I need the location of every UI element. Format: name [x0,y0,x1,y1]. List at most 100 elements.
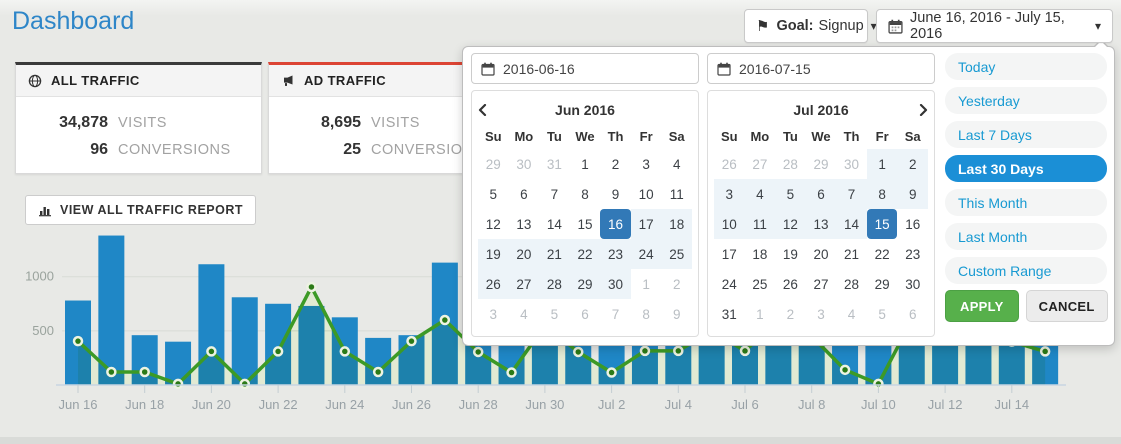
prev-month-icon[interactable] [478,103,504,116]
calendar-day[interactable]: 30 [905,276,921,292]
calendar-day[interactable]: 12 [485,216,501,232]
calendar-day[interactable]: 13 [805,209,837,239]
calendar-day[interactable]: 16 [600,209,631,239]
calendar-day[interactable]: 12 [775,209,806,239]
calendar-day[interactable]: 27 [508,269,540,299]
calendar-day[interactable]: 4 [672,156,681,172]
calendar-day[interactable]: 25 [661,239,692,269]
end-date-field[interactable] [707,53,935,84]
calendar-day[interactable]: 1 [581,156,589,172]
calendar-day[interactable]: 26 [782,276,798,292]
apply-button[interactable]: APPLY [945,290,1019,322]
range-last-month[interactable]: Last Month [945,223,1107,250]
calendar-day[interactable]: 22 [874,246,890,262]
next-month-icon[interactable] [902,103,928,116]
calendar-day[interactable]: 5 [489,186,498,202]
calendar-day[interactable]: 18 [661,209,692,239]
calendar-day[interactable]: 30 [516,156,532,172]
date-range-button[interactable]: June 16, 2016 - July 15, 2016 ▾ [876,9,1113,43]
calendar-day[interactable]: 17 [630,209,662,239]
calendar-day[interactable]: 7 [550,186,559,202]
calendar-day[interactable]: 3 [642,156,650,172]
calendar-day[interactable]: 14 [836,209,867,239]
calendar-day[interactable]: 21 [539,239,570,269]
calendar-day[interactable]: 10 [714,209,745,239]
calendar-day[interactable]: 20 [813,246,829,262]
calendar-day[interactable]: 22 [569,239,601,269]
calendar-day[interactable]: 29 [874,276,890,292]
calendar-day[interactable]: 11 [669,186,684,202]
goal-selector-button[interactable]: ⚑ Goal: Signup ▾ [744,9,877,43]
end-date-input[interactable] [731,59,911,78]
calendar-day[interactable]: 1 [756,306,764,322]
calendar-day[interactable]: 15 [577,216,593,232]
calendar-day[interactable]: 8 [581,186,589,202]
calendar-day[interactable]: 29 [813,156,829,172]
calendar-day[interactable]: 10 [638,186,654,202]
calendar-day[interactable]: 28 [539,269,570,299]
calendar-day[interactable]: 31 [546,156,562,172]
calendar-day[interactable]: 31 [721,306,737,322]
range-last-7-days[interactable]: Last 7 Days [945,121,1107,148]
calendar-day[interactable]: 19 [478,239,509,269]
calendar-day[interactable]: 2 [672,276,681,292]
calendar-day[interactable]: 6 [805,179,837,209]
calendar-day[interactable]: 14 [546,216,562,232]
calendar-day[interactable]: 3 [489,306,498,322]
calendar-day[interactable]: 30 [844,156,860,172]
range-custom-range[interactable]: Custom Range [945,257,1107,284]
calendar-day[interactable]: 6 [908,306,917,322]
calendar-day[interactable]: 29 [569,269,601,299]
calendar-day[interactable]: 27 [752,156,768,172]
range-yesterday[interactable]: Yesterday [945,87,1107,114]
range-this-month[interactable]: This Month [945,189,1107,216]
calendar-day[interactable]: 21 [844,246,860,262]
calendar-day[interactable]: 7 [611,306,620,322]
calendar-day[interactable]: 25 [752,276,768,292]
calendar-day[interactable]: 24 [630,239,662,269]
calendar-day[interactable]: 5 [775,179,806,209]
calendar-day[interactable]: 4 [847,306,856,322]
calendar-day[interactable]: 26 [478,269,509,299]
calendar-day[interactable]: 8 [642,306,650,322]
calendar-day[interactable]: 29 [485,156,501,172]
calendar-day[interactable]: 17 [721,246,737,262]
calendar-day[interactable]: 9 [611,186,620,202]
calendar-day[interactable]: 9 [672,306,681,322]
calendar-day[interactable]: 5 [550,306,559,322]
view-all-traffic-report-button[interactable]: VIEW ALL TRAFFIC REPORT [25,195,257,225]
calendar-day[interactable]: 20 [508,239,540,269]
calendar-day[interactable]: 3 [817,306,825,322]
calendar-day[interactable]: 19 [782,246,798,262]
calendar-day[interactable]: 23 [600,239,631,269]
calendar-day[interactable]: 16 [905,216,921,232]
calendar-day[interactable]: 9 [897,179,928,209]
calendar-day[interactable]: 5 [878,306,886,322]
calendar-day[interactable]: 6 [581,306,589,322]
calendar-day[interactable]: 28 [782,156,798,172]
calendar-day[interactable]: 1 [642,276,650,292]
cancel-button[interactable]: CANCEL [1025,290,1108,322]
calendar-day[interactable]: 2 [611,156,620,172]
start-date-field[interactable] [471,53,699,84]
calendar-day[interactable]: 8 [866,179,898,209]
range-today[interactable]: Today [945,53,1107,80]
calendar-day[interactable]: 6 [520,186,528,202]
calendar-day[interactable]: 26 [721,156,737,172]
calendar-day[interactable]: 3 [714,179,745,209]
calendar-day[interactable]: 30 [600,269,631,299]
calendar-day[interactable]: 23 [905,246,921,262]
calendar-day[interactable]: 18 [752,246,768,262]
calendar-day[interactable]: 24 [721,276,737,292]
start-date-input[interactable] [495,59,675,78]
calendar-day[interactable]: 4 [744,179,776,209]
calendar-day[interactable]: 7 [836,179,867,209]
range-last-30-days[interactable]: Last 30 Days [945,155,1107,182]
calendar-day[interactable]: 13 [516,216,532,232]
calendar-day[interactable]: 2 [897,149,928,179]
calendar-day[interactable]: 15 [866,209,898,239]
calendar-day[interactable]: 11 [744,209,776,239]
calendar-day[interactable]: 4 [520,306,528,322]
calendar-day[interactable]: 2 [786,306,795,322]
calendar-day[interactable]: 27 [813,276,829,292]
